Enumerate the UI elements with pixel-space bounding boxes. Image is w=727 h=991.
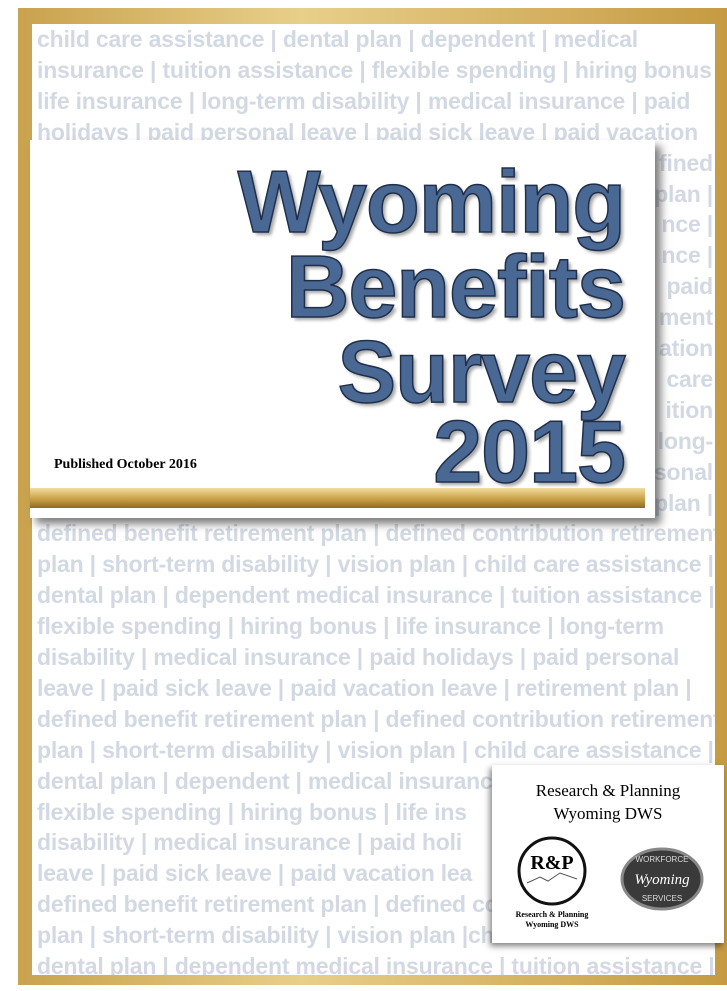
title-line: Survey bbox=[337, 322, 627, 421]
background-line: leave | paid sick leave | paid vacation … bbox=[37, 860, 473, 887]
background-line: fined bbox=[659, 149, 713, 176]
background-line: flexible spending | hiring bonus | life … bbox=[37, 613, 664, 640]
background-line: ment bbox=[658, 304, 713, 331]
background-line: plan | short-term disability | vision pl… bbox=[37, 736, 714, 763]
background-line: plan | short-term disability | vision pl… bbox=[37, 922, 495, 949]
background-line: leave | paid sick leave | paid vacation … bbox=[37, 674, 692, 701]
rp-line2: Wyoming DWS bbox=[525, 920, 579, 929]
publisher-box: Research & Planning Wyoming DWS R&P Rese… bbox=[492, 765, 724, 943]
title-box: Wyoming Benefits Survey 2015 Published O… bbox=[30, 140, 655, 518]
rp-mark: R&P bbox=[530, 852, 573, 874]
background-line: insurance | tuition assistance | flexibl… bbox=[37, 56, 715, 83]
dws-oval bbox=[620, 847, 704, 911]
title-line: Wyoming bbox=[237, 152, 627, 251]
dws-bottom: SERVICES bbox=[642, 894, 682, 903]
background-line: dental plan | dependent medical insuranc… bbox=[37, 582, 715, 609]
background-line: child care assistance | dental plan | de… bbox=[37, 26, 638, 52]
published-date: Published October 2016 bbox=[54, 457, 197, 472]
background-line: nce | bbox=[661, 211, 714, 238]
background-line: plan | short-term disability | vision pl… bbox=[37, 551, 714, 578]
background-line: disability | medical insurance | paid ho… bbox=[37, 829, 462, 856]
publisher-org: Wyoming DWS bbox=[553, 804, 663, 823]
gold-bar bbox=[30, 488, 645, 508]
rp-circle bbox=[517, 836, 587, 906]
background-line: plan | bbox=[654, 489, 713, 516]
background-line: care bbox=[666, 365, 713, 392]
background-line: disability | medical insurance | paid ho… bbox=[37, 644, 680, 670]
dws-top: WORKFORCE bbox=[636, 855, 689, 864]
background-line: ition bbox=[665, 396, 713, 423]
background-line: nce | bbox=[661, 242, 714, 269]
background-line: defined benefit retirement plan | define… bbox=[37, 891, 499, 918]
background-line: defined benefit retirement plan | define… bbox=[37, 520, 715, 547]
background-line: sonal bbox=[653, 458, 713, 485]
background-line: dental plan | dependent | medical insura… bbox=[37, 767, 506, 794]
publisher-name: Research & Planning bbox=[535, 781, 681, 800]
background-line: defined benefit retirement plan | define… bbox=[37, 705, 715, 732]
background-line: paid bbox=[666, 273, 714, 300]
background-line: flexible spending | hiring bonus | life … bbox=[37, 798, 467, 825]
background-line: life insurance | long-term disability | … bbox=[37, 87, 691, 114]
title-line: Benefits bbox=[285, 237, 627, 336]
rp-line1: Research & Planning bbox=[516, 910, 589, 919]
background-line: plan | bbox=[654, 180, 713, 207]
background-line: dental plan | dependent medical insuranc… bbox=[37, 953, 715, 975]
logos: R&P Research & Planning Wyoming DWS WORK… bbox=[516, 836, 704, 929]
background-line: long- bbox=[657, 427, 713, 454]
title-line: 2015 bbox=[432, 402, 626, 501]
dws-middle: Wyoming bbox=[634, 872, 690, 888]
rp-mountains bbox=[526, 872, 578, 884]
background-line: ation bbox=[659, 335, 713, 361]
